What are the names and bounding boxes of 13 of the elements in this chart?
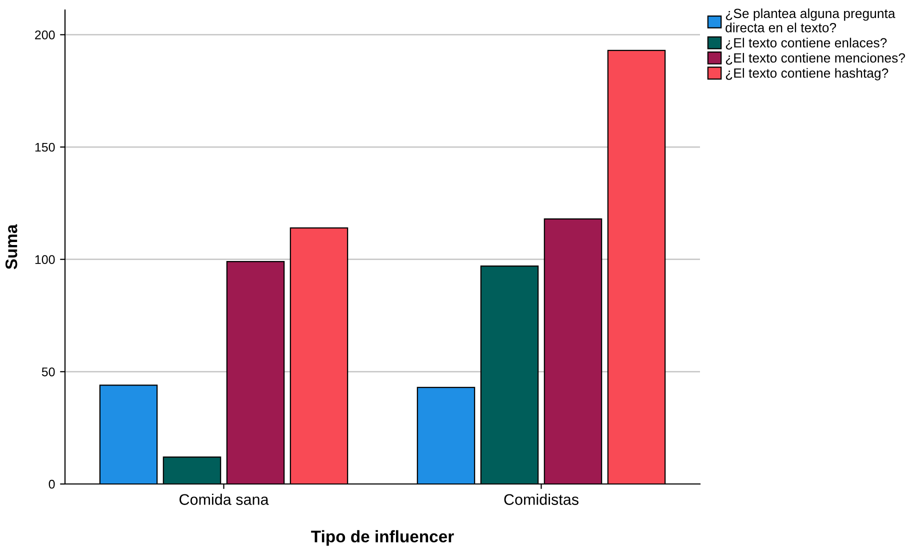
y-tick-label: 0 [48, 480, 55, 489]
y-tick-label: 50 [42, 367, 55, 376]
y-tick-label: 150 [35, 142, 55, 152]
y-axis-title: Suma [5, 224, 18, 270]
x-tick-label: Comidistas [504, 494, 578, 505]
x-axis-title: Tipo de influencer [311, 530, 454, 546]
y-tick-label: 100 [35, 255, 55, 264]
y-tick-label: 200 [35, 30, 55, 40]
legend-label: ¿El texto contiene hashtag? [726, 68, 888, 80]
legend-label: ¿Se plantea alguna pregunta directa en el texto? [726, 8, 896, 32]
legend-label: ¿El texto contiene enlaces? [726, 38, 887, 50]
legend-label: ¿El texto contiene menciones? [726, 52, 906, 65]
x-tick-label: Comida sana [180, 494, 269, 505]
